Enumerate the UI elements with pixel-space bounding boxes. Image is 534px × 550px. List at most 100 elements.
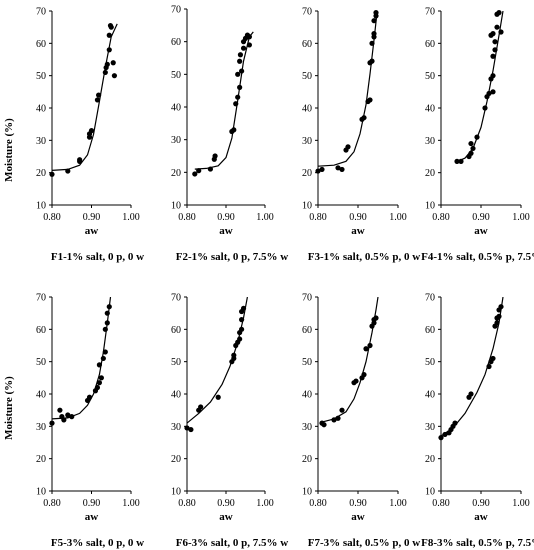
fit-curve [456, 11, 504, 163]
data-point [196, 168, 202, 174]
data-point [69, 414, 75, 420]
y-tick-label: 20 [171, 454, 181, 465]
y-tick-label: 60 [36, 39, 46, 50]
x-tick-label: 0.80 [432, 212, 450, 223]
data-point [486, 90, 492, 97]
chart-panel-2: 10 20 30 40 50 60 70 0.80 0.90 1.00 aw F2-1% salt, … [171, 5, 288, 264]
x-axis-label: aw [351, 511, 365, 523]
data-point [492, 39, 498, 45]
data-point [371, 31, 377, 37]
y-tick-label: 10 [302, 487, 312, 498]
data-point [104, 61, 110, 67]
data-point [237, 84, 243, 90]
y-tick-label: 20 [425, 168, 435, 179]
data-point [498, 29, 504, 35]
data-point [237, 52, 244, 58]
data-point [102, 69, 108, 76]
data-point [237, 336, 243, 342]
data-point [474, 134, 480, 140]
data-point [98, 375, 104, 381]
data-point [361, 372, 367, 378]
y-tick-label: 40 [425, 390, 435, 401]
data-point [490, 355, 496, 362]
data-point [215, 394, 221, 400]
data-point [486, 363, 492, 370]
data-point [96, 380, 102, 386]
y-tick-label: 50 [171, 357, 181, 368]
y-tick-label: 20 [171, 168, 181, 179]
y-tick-label: 10 [171, 487, 181, 498]
y-tick-label: 50 [425, 71, 435, 82]
y-tick-label: 30 [425, 136, 435, 147]
fit-curve [318, 11, 378, 167]
chart-panel-5: 10 20 30 40 50 60 70 0.80 0.90 1.00 aw F5-3% salt, … [36, 293, 144, 550]
data-point [339, 166, 345, 173]
y-tick-label: 30 [171, 422, 181, 433]
y-tick-label: 10 [425, 487, 435, 498]
panel-caption: F1-1% salt, 0 p, 0 w [51, 251, 144, 263]
fit-curve [321, 297, 379, 423]
panel-caption: F7-3% salt, 0.5% p, 0 w [308, 537, 421, 549]
x-tick-label: 0.80 [309, 212, 327, 223]
y-tick-label: 60 [171, 325, 181, 336]
data-point [235, 71, 241, 77]
data-point [496, 313, 502, 319]
x-tick-label: 1.00 [122, 212, 140, 223]
data-point [496, 10, 502, 16]
x-axis-label: aw [219, 225, 233, 237]
fit-curve [441, 297, 504, 437]
data-point [498, 304, 504, 310]
data-point [246, 42, 252, 48]
panel-caption: F6-3% salt, 0 p, 7.5% w [176, 537, 289, 549]
data-point [207, 166, 213, 172]
y-tick-label: 60 [425, 39, 435, 50]
y-tick-label: 70 [171, 5, 181, 16]
data-point [96, 362, 102, 368]
data-point [458, 158, 464, 164]
x-tick-label: 1.00 [389, 212, 407, 223]
y-tick-label: 20 [302, 454, 312, 465]
y-tick-label: 60 [302, 325, 312, 336]
y-tick-label: 30 [302, 422, 312, 433]
data-point [363, 346, 369, 352]
y-tick-label: 10 [36, 487, 46, 498]
x-tick-label: 0.80 [43, 498, 61, 509]
data-point [369, 40, 375, 46]
data-point [106, 47, 112, 53]
y-tick-label: 70 [36, 7, 46, 18]
y-tick-label: 20 [36, 454, 46, 465]
data-point [468, 140, 474, 147]
chart-panel-6: 10 20 30 40 50 60 70 0.80 0.90 1.00 aw F6-3% salt, … [171, 293, 288, 550]
data-point [102, 349, 108, 355]
y-tick-label: 40 [36, 390, 46, 401]
panel-caption: F4-1% salt, 0.5% p, 7.5% w [421, 251, 534, 263]
y-tick-label: 60 [36, 325, 46, 336]
y-tick-label: 50 [425, 357, 435, 368]
data-point [361, 115, 367, 121]
x-tick-label: 0.90 [83, 498, 101, 509]
y-tick-label: 60 [425, 325, 435, 336]
y-axis-label-bottom: Moisture (%) [3, 376, 15, 440]
data-point [184, 425, 190, 431]
y-tick-label: 30 [302, 136, 312, 147]
data-point [319, 166, 325, 173]
x-axis-label: aw [474, 511, 488, 523]
panel-caption: F8-3% salt, 0.5% p, 7.5% w [421, 537, 534, 549]
data-point [438, 435, 444, 441]
y-tick-label: 20 [425, 454, 435, 465]
data-point [49, 420, 55, 426]
data-point [239, 326, 245, 332]
y-tick-label: 10 [425, 201, 435, 212]
data-point [331, 417, 337, 423]
data-point [468, 150, 474, 156]
data-point [373, 10, 379, 16]
data-point [240, 305, 247, 311]
data-point [482, 105, 488, 111]
y-tick-label: 40 [36, 104, 46, 115]
y-tick-label: 40 [171, 103, 181, 114]
data-point [192, 171, 198, 177]
data-point [104, 310, 110, 316]
x-axis-label: aw [219, 511, 233, 523]
chart-panel-7: 10 20 30 40 50 60 70 0.80 0.90 1.00 aw F7-3% salt, … [302, 293, 420, 550]
data-point [490, 31, 496, 37]
